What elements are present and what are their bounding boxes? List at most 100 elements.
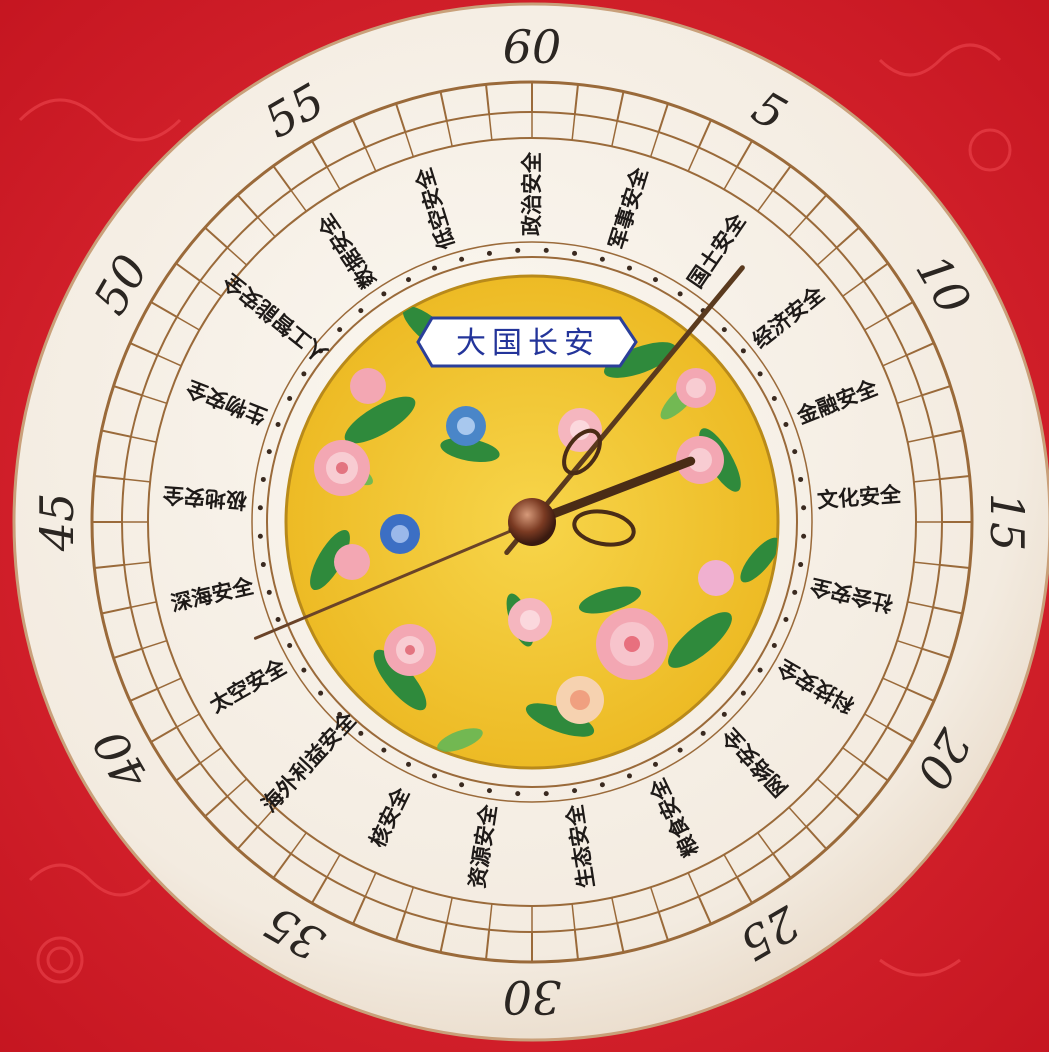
dial-dot	[572, 250, 578, 256]
inner-tick	[571, 114, 576, 141]
dial-dot	[515, 247, 521, 253]
dial-dot	[599, 256, 605, 262]
inner-tick	[488, 114, 493, 141]
dial-dot	[771, 642, 777, 648]
inner-tick	[124, 561, 151, 566]
inner-tick	[757, 832, 774, 855]
dial-dot	[740, 348, 746, 354]
minute-numeral: 15	[980, 493, 1034, 552]
inner-tick	[723, 854, 738, 878]
dial-dot	[358, 308, 364, 314]
minute-tick	[175, 262, 201, 282]
background-swirl-pattern	[18, 43, 1012, 984]
blue-flower	[380, 514, 420, 554]
minute-tick	[204, 226, 228, 249]
tick-marks	[92, 82, 972, 962]
dial-dot	[381, 291, 387, 297]
inner-tick	[649, 131, 660, 158]
inner-tick	[571, 903, 576, 930]
inner-tick	[757, 189, 774, 212]
minute-tick	[616, 91, 625, 122]
dial-dot	[599, 782, 605, 788]
dial-dot	[626, 773, 632, 779]
inner-tick	[257, 806, 276, 828]
minute-tick	[886, 301, 914, 318]
dial-dot	[801, 533, 807, 539]
inner-tick	[404, 131, 415, 158]
dial-dot	[459, 782, 465, 788]
dial-dot	[266, 449, 272, 455]
minute-tick	[101, 429, 132, 438]
inner-tick	[364, 872, 377, 897]
inner-tick	[199, 747, 222, 764]
dial-dot	[260, 476, 266, 482]
dial-dot	[801, 505, 807, 511]
minute-tick	[113, 385, 143, 397]
dial-dot	[757, 371, 763, 377]
dial-dot	[337, 327, 343, 333]
dial-dot	[798, 562, 804, 568]
dial-dot	[301, 667, 307, 673]
minute-tick	[439, 91, 448, 122]
dial-dot	[486, 250, 492, 256]
hand-ornament	[562, 428, 636, 547]
center-hub	[508, 498, 556, 546]
inner-tick	[816, 247, 838, 266]
inner-tick	[864, 316, 888, 331]
dial-dot	[652, 277, 658, 283]
inner-tick	[788, 216, 807, 238]
dial-dot	[257, 505, 263, 511]
inner-tick	[816, 778, 838, 797]
inner-tick	[446, 897, 453, 924]
dial-dot	[287, 642, 293, 648]
dial-dot	[543, 247, 549, 253]
minute-tick	[697, 119, 712, 148]
minute-tick	[772, 853, 792, 879]
inner-tick	[687, 147, 700, 172]
dial-dot	[792, 449, 798, 455]
clock-hands-icon	[253, 265, 745, 640]
inner-tick	[290, 189, 307, 212]
label-ring-border-2	[251, 241, 813, 803]
inner-tick	[842, 747, 865, 764]
minute-tick	[886, 726, 914, 743]
inner-tick	[611, 120, 618, 147]
minute-tick	[236, 826, 259, 850]
inner-tick	[913, 478, 940, 483]
dial-dot	[318, 348, 324, 354]
minute-tick	[863, 262, 889, 282]
minute-tick	[129, 687, 158, 702]
dial-dot	[486, 788, 492, 794]
minute-tick	[395, 103, 407, 133]
minute-tick	[836, 795, 860, 818]
minute-tick	[736, 140, 753, 168]
dial-dot	[266, 589, 272, 595]
minute-tick	[616, 922, 625, 953]
dial-dot	[572, 788, 578, 794]
inner-tick	[176, 316, 200, 331]
dial-dot	[771, 396, 777, 402]
dial-dot	[358, 730, 364, 736]
minute-tick	[439, 922, 448, 953]
inner-tick	[176, 713, 200, 728]
inner-tick	[141, 394, 168, 405]
inner-tick	[896, 394, 923, 405]
inner-tick	[788, 806, 807, 828]
inner-tick	[907, 601, 934, 608]
minute-tick	[485, 84, 491, 115]
minute-tick	[736, 876, 753, 904]
minute-tick	[485, 929, 491, 960]
dial-dot	[275, 422, 281, 428]
minute-tick	[352, 896, 367, 925]
title-plaque: 大国长安	[416, 316, 638, 368]
minute-tick	[129, 342, 158, 357]
inner-tick	[257, 216, 276, 238]
dial-dot	[652, 761, 658, 767]
inner-tick	[723, 166, 738, 190]
minute-tick	[863, 762, 889, 782]
inner-tick	[488, 903, 493, 930]
dial-dot	[301, 371, 307, 377]
dial-dot	[700, 730, 706, 736]
